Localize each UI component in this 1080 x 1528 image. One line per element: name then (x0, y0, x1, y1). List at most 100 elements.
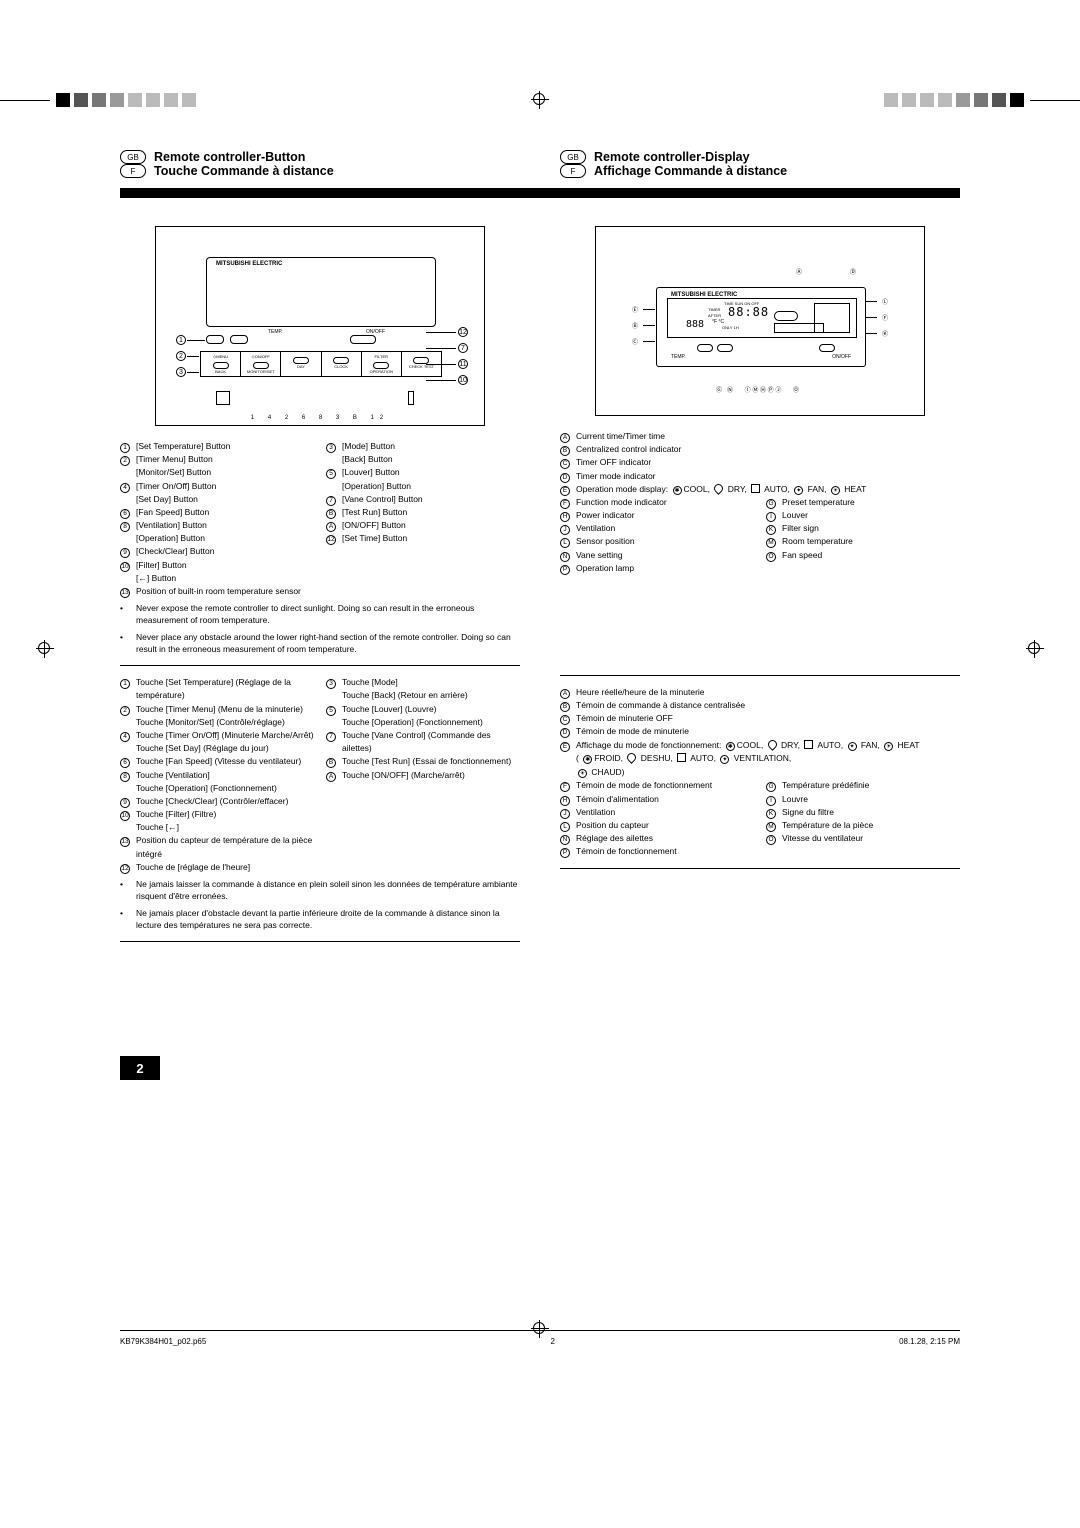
fan-icon: ✦ (720, 755, 729, 764)
legend-item: Touche [Operation] (Fonctionnement) (326, 716, 520, 729)
legend-item: 5Touche [Louver] (Louvre) (326, 703, 520, 716)
legend-item: 4Touche [Timer On/Off] (Minuterie Marche… (120, 729, 314, 742)
legend-item: 13Position du capteur de température de … (120, 834, 314, 860)
legend-item: MTempérature de la pièce (766, 819, 960, 832)
cool-icon: ✱ (726, 742, 735, 751)
dry-icon (626, 751, 639, 764)
registration-marks-top (0, 90, 1080, 110)
display-legend-en: ACurrent time/Timer timeBCentralized con… (560, 430, 960, 575)
auto-icon (751, 484, 760, 493)
controller-diagram: MITSUBISHI ELECTRIC TEMP. ON/OFF ◇MENUBA… (155, 226, 485, 426)
legend-item: [←] Button (120, 572, 314, 585)
legend-item: FTémoin de mode de fonctionnement (560, 779, 754, 792)
footer-page: 2 (550, 1337, 554, 1346)
footer-filename: KB79K384H01_p02.p65 (120, 1337, 206, 1346)
legend-item: CTémoin de minuterie OFF (560, 712, 960, 725)
legend-item: KSigne du filtre (766, 806, 960, 819)
legend-item: 9Touche [Check/Clear] (Contrôler/effacer… (120, 795, 314, 808)
legend-item: PTémoin de fonctionnement (560, 845, 754, 858)
button-legend-en: 1[Set Temperature] Button2[Timer Menu] B… (120, 440, 520, 655)
column-button: MITSUBISHI ELECTRIC TEMP. ON/OFF ◇MENUBA… (120, 216, 520, 952)
dry-icon (712, 482, 725, 495)
dry-icon (766, 738, 779, 751)
legend-item: 6Touche [Fan Speed] (Vitesse du ventilat… (120, 755, 314, 768)
header-display: GB Remote controller-Display F Affichage… (560, 150, 960, 178)
legend-item: [Operation] Button (326, 480, 520, 493)
legend-item: BCentralized control indicator (560, 443, 960, 456)
legend-item: Touche [Set Day] (Réglage du jour) (120, 742, 314, 755)
legend-item: KFilter sign (766, 522, 960, 535)
legend-item: Touche [Operation] (Fonctionnement) (120, 782, 314, 795)
auto-icon (804, 740, 813, 749)
legend-item: 10Touche [Filter] (Filtre) (120, 808, 314, 821)
legend-item: CTimer OFF indicator (560, 456, 960, 469)
legend-item: [Operation] Button (120, 532, 314, 545)
legend-item: [Monitor/Set] Button (120, 466, 314, 479)
legend-item: DTémoin de mode de minuterie (560, 725, 960, 738)
legend-item: BTouche [Test Run] (Essai de fonctionnem… (326, 755, 520, 768)
legend-item: HTémoin d'alimentation (560, 793, 754, 806)
legend-item: A[ON/OFF] Button (326, 519, 520, 532)
legend-item: ACurrent time/Timer time (560, 430, 960, 443)
header-title-gb: Remote controller-Button (154, 150, 305, 164)
legend-item: 10[Filter] Button (120, 559, 314, 572)
legend-item: [Set Day] Button (120, 493, 314, 506)
legend-item: 2Touche [Timer Menu] (Menu de la minuter… (120, 703, 314, 716)
footer-timestamp: 08.1.28, 2:15 PM (899, 1337, 960, 1346)
lang-badge-fr: F (120, 164, 146, 178)
page-footer: KB79K384H01_p02.p65 2 08.1.28, 2:15 PM (120, 1330, 960, 1346)
header-title-gb: Remote controller-Display (594, 150, 750, 164)
section-rule (120, 188, 960, 198)
legend-item: [Back] Button (326, 453, 520, 466)
auto-icon (677, 753, 686, 762)
legend-item: OVitesse du ventilateur (766, 832, 960, 845)
legend-item: LSensor position (560, 535, 754, 548)
lang-badge-fr: F (560, 164, 586, 178)
legend-item: 7Touche [Vane Control] (Commande des ail… (326, 729, 520, 755)
legend-item: 6[Fan Speed] Button (120, 506, 314, 519)
crosshair-icon (531, 91, 549, 109)
legend-item: MRoom temperature (766, 535, 960, 548)
heat-icon: ☀ (884, 742, 893, 751)
legend-item: ILouver (766, 509, 960, 522)
legend-item: BTémoin de commande à distance centralis… (560, 699, 960, 712)
fan-icon: ✦ (848, 742, 857, 751)
legend-item: 4[Timer On/Off] Button (120, 480, 314, 493)
legend-item: 8Touche [Ventilation] (120, 769, 314, 782)
display-legend-fr: AHeure réelle/heure de la minuterieBTémo… (560, 686, 960, 859)
legend-item: ILouvre (766, 793, 960, 806)
legend-item: 12Touche de [réglage de l'heure] (120, 861, 314, 874)
legend-item: JVentilation (560, 806, 754, 819)
lang-badge-gb: GB (560, 150, 586, 164)
legend-item: 13Position of built-in room temperature … (120, 585, 314, 598)
legend-item: ATouche [ON/OFF] (Marche/arrêt) (326, 769, 520, 782)
lang-badge-gb: GB (120, 150, 146, 164)
legend-item: 1Touche [Set Temperature] (Réglage de la… (120, 676, 314, 702)
legend-item: NVane setting (560, 549, 754, 562)
page-content: GB Remote controller-Button F Touche Com… (120, 150, 960, 952)
legend-item: 8[Ventilation] Button (120, 519, 314, 532)
header-button: GB Remote controller-Button F Touche Com… (120, 150, 520, 178)
display-diagram: MITSUBISHI ELECTRIC TIME SUN ON OFF TIME… (595, 226, 925, 416)
legend-item: B[Test Run] Button (326, 506, 520, 519)
legend-item: 2[Timer Menu] Button (120, 453, 314, 466)
heat-icon: ☀ (578, 769, 587, 778)
legend-item: HPower indicator (560, 509, 754, 522)
legend-item: GPreset temperature (766, 496, 960, 509)
legend-item: FFunction mode indicator (560, 496, 754, 509)
legend-item: POperation lamp (560, 562, 754, 575)
cool-icon: ✱ (673, 486, 682, 495)
heat-icon: ☀ (831, 486, 840, 495)
legend-item: Touche [←] (120, 821, 314, 834)
legend-item: 3[Mode] Button (326, 440, 520, 453)
legend-item: Touche [Monitor/Set] (Contrôle/réglage) (120, 716, 314, 729)
legend-item: 7[Vane Control] Button (326, 493, 520, 506)
legend-item: AHeure réelle/heure de la minuterie (560, 686, 960, 699)
fan-icon: ✦ (794, 486, 803, 495)
column-display: MITSUBISHI ELECTRIC TIME SUN ON OFF TIME… (560, 216, 960, 952)
legend-item: Touche [Back] (Retour en arrière) (326, 689, 520, 702)
legend-item: 12[Set Time] Button (326, 532, 520, 545)
button-legend-fr: 1Touche [Set Temperature] (Réglage de la… (120, 676, 520, 931)
legend-item: 9[Check/Clear] Button (120, 545, 314, 558)
crosshair-icon (1026, 640, 1044, 658)
